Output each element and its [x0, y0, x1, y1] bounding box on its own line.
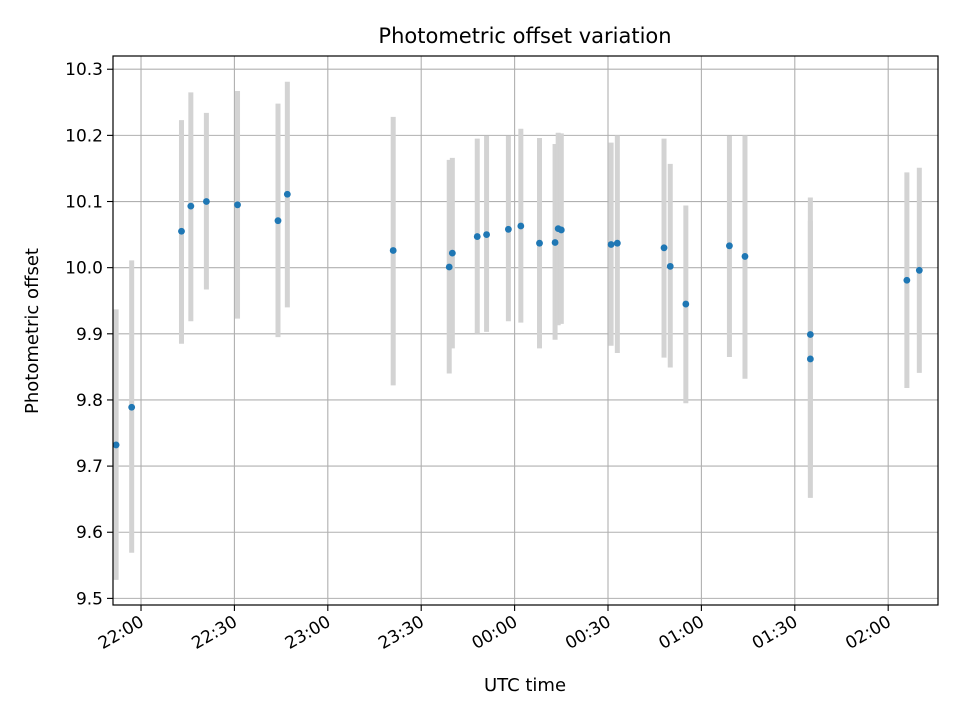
- chart-title: Photometric offset variation: [378, 24, 671, 48]
- data-point: [202, 198, 210, 205]
- plot-frame: [112, 55, 939, 606]
- data-point: [483, 231, 490, 238]
- data-point: [903, 276, 911, 284]
- data-point: [682, 300, 690, 308]
- y-tick-label: 9.5: [76, 589, 103, 609]
- data-point: [389, 247, 397, 254]
- data-point: [283, 190, 291, 198]
- y-tick-label: 9.7: [76, 457, 103, 477]
- y-tick-label: 9.8: [76, 391, 103, 411]
- data-point: [915, 266, 923, 274]
- data-point: [741, 253, 749, 260]
- y-axis: 9.5 9.6 9.7 9.8 9.9 10.0 10.1 10.2 10.3: [65, 60, 113, 609]
- y-tick-label: 9.9: [76, 325, 103, 345]
- y-axis-label: Photometric offset: [22, 248, 43, 414]
- x-axis-label: UTC time: [484, 675, 566, 696]
- y-tick-label: 10.2: [65, 126, 103, 146]
- data-point: [448, 249, 456, 257]
- data-point: [178, 227, 185, 235]
- data-point: [666, 262, 674, 270]
- data-point: [613, 239, 621, 247]
- data-point: [806, 355, 814, 363]
- data-point: [473, 233, 481, 240]
- data-points: [112, 190, 923, 449]
- y-tick-label: 9.6: [76, 523, 103, 543]
- data-point: [806, 331, 814, 338]
- data-point: [234, 201, 241, 209]
- y-tick-label: 10.3: [65, 60, 103, 80]
- data-point: [187, 202, 195, 210]
- data-point: [557, 226, 565, 234]
- data-point: [607, 241, 615, 248]
- grid: [113, 56, 938, 605]
- data-point: [536, 239, 543, 247]
- data-point: [517, 222, 525, 230]
- data-point: [112, 441, 120, 449]
- data-point: [445, 263, 453, 271]
- data-point: [726, 242, 733, 250]
- y-tick-label: 10.1: [65, 193, 103, 213]
- y-tick-label: 10.0: [65, 259, 103, 279]
- data-point: [660, 244, 668, 252]
- data-point: [128, 403, 136, 411]
- data-point: [274, 217, 282, 225]
- data-point: [551, 239, 559, 246]
- data-point: [504, 225, 512, 233]
